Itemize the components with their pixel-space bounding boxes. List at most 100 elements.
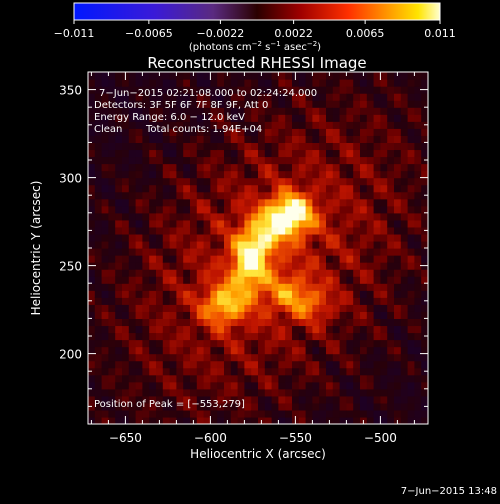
heatmap-cell <box>217 388 225 397</box>
heatmap-cell <box>285 346 293 355</box>
heatmap-cell <box>298 255 307 263</box>
heatmap-cell <box>366 142 375 151</box>
heatmap-cell <box>149 416 157 424</box>
heatmap-cell <box>108 184 116 193</box>
heatmap-cell <box>264 93 273 101</box>
heatmap-cell <box>237 163 245 172</box>
heatmap-cell <box>251 332 259 341</box>
heatmap-cell <box>196 170 205 179</box>
heatmap-cell <box>135 332 143 341</box>
heatmap-cell <box>224 269 232 277</box>
heatmap-cell <box>251 205 259 214</box>
heatmap-cell <box>305 374 313 383</box>
heatmap-cell <box>142 388 150 397</box>
heatmap-cell <box>217 269 225 277</box>
heatmap-cell <box>94 325 103 334</box>
heatmap-cell <box>394 409 402 418</box>
heatmap-cell <box>332 388 341 397</box>
heatmap-cell <box>169 219 177 228</box>
heatmap-cell <box>278 86 286 94</box>
heatmap-cell <box>251 93 259 101</box>
heatmap-cell <box>203 395 211 404</box>
heatmap-cell <box>264 269 273 277</box>
heatmap-cell <box>122 388 130 397</box>
heatmap-cell <box>196 72 205 80</box>
heatmap-cell <box>332 311 341 319</box>
heatmap-cell <box>169 205 177 214</box>
heatmap-cell <box>380 128 388 136</box>
heatmap-cell <box>278 240 286 249</box>
heatmap-cell <box>414 332 422 341</box>
heatmap-cell <box>224 346 232 355</box>
heatmap-cell <box>210 156 218 165</box>
heatmap-cell <box>196 121 205 129</box>
heatmap-cell <box>353 416 361 424</box>
heatmap-cell <box>108 325 116 334</box>
heatmap-cell <box>387 156 395 165</box>
heatmap-cell <box>407 107 415 115</box>
heatmap-cell <box>319 325 327 334</box>
heatmap-cell <box>224 170 232 179</box>
heatmap-cell <box>264 262 273 270</box>
heatmap-cell <box>346 381 354 390</box>
heatmap-cell <box>196 374 205 383</box>
x-tick-label: −650 <box>109 431 142 445</box>
heatmap-cell <box>285 402 293 411</box>
heatmap-cell <box>407 72 415 80</box>
heatmap-cell <box>115 374 123 383</box>
heatmap-cell <box>346 212 354 221</box>
heatmap-cell <box>203 79 211 87</box>
heatmap-cell <box>264 170 273 179</box>
heatmap-cell <box>285 339 293 348</box>
heatmap-cell <box>346 100 354 108</box>
heatmap-cell <box>88 255 96 263</box>
heatmap-cell <box>339 240 347 249</box>
heatmap-cell <box>278 262 286 270</box>
heatmap-cell <box>122 248 130 256</box>
heatmap-cell <box>414 114 422 122</box>
heatmap-cell <box>312 360 320 369</box>
heatmap-cell <box>414 163 422 172</box>
heatmap-cell <box>135 114 143 122</box>
heatmap-cell <box>122 374 130 383</box>
heatmap-cell <box>339 311 347 319</box>
heatmap-cell <box>305 353 313 362</box>
heatmap-cell <box>400 219 409 228</box>
heatmap-cell <box>400 128 409 136</box>
heatmap-cell <box>305 156 313 165</box>
heatmap-cell <box>237 100 245 108</box>
heatmap-cell <box>258 219 266 228</box>
heatmap-cell <box>149 318 157 327</box>
heatmap-cell <box>128 388 137 397</box>
heatmap-cell <box>156 304 164 312</box>
heatmap-cell <box>203 332 211 341</box>
info-time-range: 7−Jun−2015 02:21:08.000 to 02:24:24.000 <box>99 88 317 99</box>
heatmap-cell <box>244 170 252 179</box>
heatmap-cell <box>244 374 252 383</box>
heatmap-cell <box>353 128 361 136</box>
heatmap-cell <box>135 100 143 108</box>
heatmap-cell <box>332 72 341 80</box>
heatmap-cell <box>169 332 177 341</box>
heatmap-cell <box>244 135 252 143</box>
heatmap-cell <box>326 226 334 235</box>
heatmap-cell <box>162 233 171 242</box>
heatmap-cell <box>230 240 239 249</box>
heatmap-cell <box>278 212 286 221</box>
heatmap-cell <box>278 72 286 80</box>
heatmap-cell <box>373 72 381 80</box>
heatmap-cell <box>258 269 266 277</box>
heatmap-cell <box>394 353 402 362</box>
heatmap-cell <box>271 325 279 334</box>
heatmap-cells <box>88 72 428 424</box>
heatmap-cell <box>169 269 177 277</box>
heatmap-cell <box>142 332 150 341</box>
heatmap-cell <box>135 360 143 369</box>
heatmap-cell <box>305 388 313 397</box>
heatmap-cell <box>373 339 381 348</box>
heatmap-cell <box>414 269 422 277</box>
heatmap-cell <box>278 381 286 390</box>
heatmap-cell <box>292 114 300 122</box>
heatmap-cell <box>339 339 347 348</box>
heatmap-cell <box>196 163 205 172</box>
